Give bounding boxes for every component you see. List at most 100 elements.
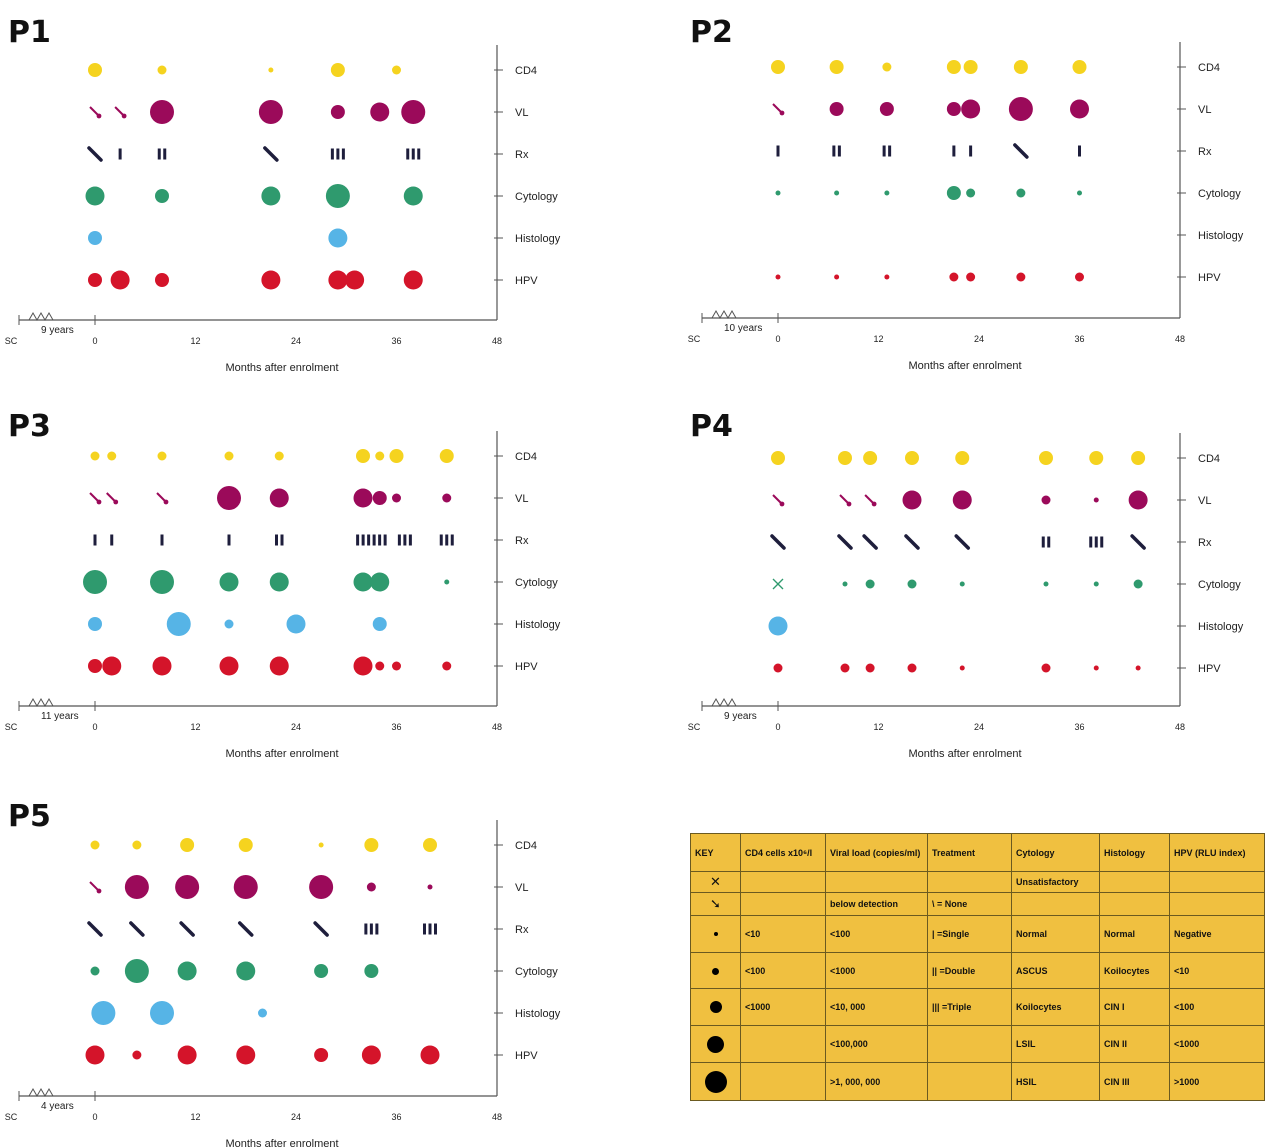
hpv-marker: [949, 272, 959, 282]
hpv-marker: [775, 274, 781, 280]
x-tick-label: 48: [492, 722, 502, 732]
cd4-marker: [955, 451, 970, 465]
cd4-marker: [1089, 451, 1104, 465]
key-symbol-cell: [690, 1062, 741, 1101]
rx-none-mark: [954, 534, 970, 550]
cytology-marker: [364, 964, 379, 978]
rx-marker: [179, 921, 195, 937]
x-tick-label: 36: [1074, 722, 1084, 732]
vl-marker: [392, 493, 401, 503]
vl-marker: [427, 884, 433, 890]
key-cell-hpv: <1000: [1169, 1025, 1265, 1063]
row-label-cytology: Cytology: [1198, 188, 1241, 200]
hpv-marker: [442, 661, 452, 671]
cd4-marker: [157, 451, 167, 461]
panel-title: P4: [690, 409, 733, 444]
sc-gap-label: 9 years: [724, 711, 757, 722]
hpv-marker: [773, 663, 783, 673]
vl-marker-below-detection: [89, 492, 102, 505]
key-cell-hpv: [1169, 870, 1265, 894]
cd4-marker: [107, 451, 117, 461]
vl-marker: [309, 875, 334, 899]
cd4-marker: [375, 451, 385, 461]
cd4-marker: [157, 65, 167, 75]
nd-dot: [96, 888, 102, 894]
key-cell-vl: >1, 000, 000: [825, 1062, 928, 1101]
key-header-hpv: HPV (RLU index): [1169, 833, 1265, 872]
hpv-marker: [420, 1045, 440, 1065]
size-dot-icon: [712, 967, 719, 975]
hpv-marker: [840, 663, 850, 673]
x-tick-label: 36: [391, 1112, 401, 1122]
key-cell-treatment: \ = None: [927, 892, 1012, 916]
cd4-marker: [318, 842, 324, 848]
vl-marker: [1128, 490, 1148, 510]
x-tick-label: 0: [775, 722, 780, 732]
key-symbol-cell: ✕: [690, 870, 741, 894]
nd-dot: [871, 501, 877, 507]
key-cell-histology: [1099, 892, 1170, 916]
key-header-histology: Histology: [1099, 833, 1170, 872]
key-row: >1, 000, 000 HSIL CIN III >1000: [690, 1062, 1265, 1101]
vl-marker-below-detection: [772, 494, 785, 507]
vl-marker: [902, 490, 922, 510]
cytology-marker: [842, 581, 848, 587]
row-label-vl: VL: [515, 882, 528, 894]
nd-dot: [121, 113, 127, 119]
row-label-cytology: Cytology: [1198, 579, 1241, 591]
hpv-marker: [907, 663, 917, 673]
axis-break-zigzag: [28, 697, 54, 708]
key-row: <100,000 LSIL CIN II <1000: [690, 1025, 1265, 1063]
cytology-marker: [236, 961, 256, 981]
rx-none-mark: [179, 921, 195, 937]
cd4-marker: [90, 451, 100, 461]
row-label-vl: VL: [1198, 104, 1211, 116]
vl-marker-below-detection: [772, 103, 785, 116]
cytology-marker: [1093, 581, 1099, 587]
size-dot-icon: [709, 1001, 722, 1014]
key-cell-histology: CIN III: [1099, 1062, 1170, 1101]
rx-marker: [356, 534, 387, 546]
cytology-marker: [155, 189, 169, 203]
cd4-marker: [364, 838, 379, 852]
cd4-marker: [268, 67, 274, 73]
hpv-marker: [353, 656, 373, 676]
rx-marker: [263, 146, 279, 162]
key-cell-cytology: [1011, 892, 1100, 916]
key-cell-cytology: Koilocytes: [1011, 988, 1100, 1027]
row-label-histology: Histology: [515, 619, 561, 631]
key-cell-histology: Koilocytes: [1099, 951, 1170, 990]
key-symbol-cell: [690, 988, 741, 1027]
histology-marker: [286, 614, 306, 634]
hpv-marker: [155, 273, 169, 287]
vl-marker: [269, 488, 289, 508]
row-label-hpv: HPV: [515, 661, 538, 673]
cytology-marker: [1133, 579, 1143, 589]
row-label-cytology: Cytology: [515, 191, 558, 203]
rx-marker: [275, 534, 284, 546]
rx-none-mark: [1130, 534, 1146, 550]
x-axis-label: Months after enrolment: [225, 1138, 338, 1148]
x-tick-label: SC: [5, 1112, 18, 1122]
vl-marker: [961, 99, 981, 119]
sc-gap-label: 4 years: [41, 1101, 74, 1112]
key-cell-cytology: Normal: [1011, 914, 1100, 953]
cd4-marker: [838, 451, 852, 465]
x-tick-label: SC: [688, 722, 701, 732]
vl-marker-below-detection: [89, 106, 102, 119]
hpv-marker: [834, 274, 840, 280]
rx-marker: [313, 921, 329, 937]
panel-p1: P1 CD4 VL Rx Cytology Histology HPV 9 years SC 0 1…: [5, 15, 561, 374]
rx-marker: [157, 148, 167, 160]
rx-none-mark: [1013, 143, 1029, 159]
cytology-marker: [353, 572, 373, 592]
histology-marker: [768, 616, 788, 636]
cd4-marker: [771, 451, 785, 465]
cd4-marker: [882, 62, 892, 72]
nd-dot: [96, 113, 102, 119]
cd4-marker: [274, 451, 284, 461]
key-cell-cd4: <1000: [740, 988, 826, 1027]
panel-title: P3: [8, 409, 51, 444]
key-cell-treatment: | =Single: [927, 914, 1012, 953]
panel-title: P5: [8, 799, 51, 834]
